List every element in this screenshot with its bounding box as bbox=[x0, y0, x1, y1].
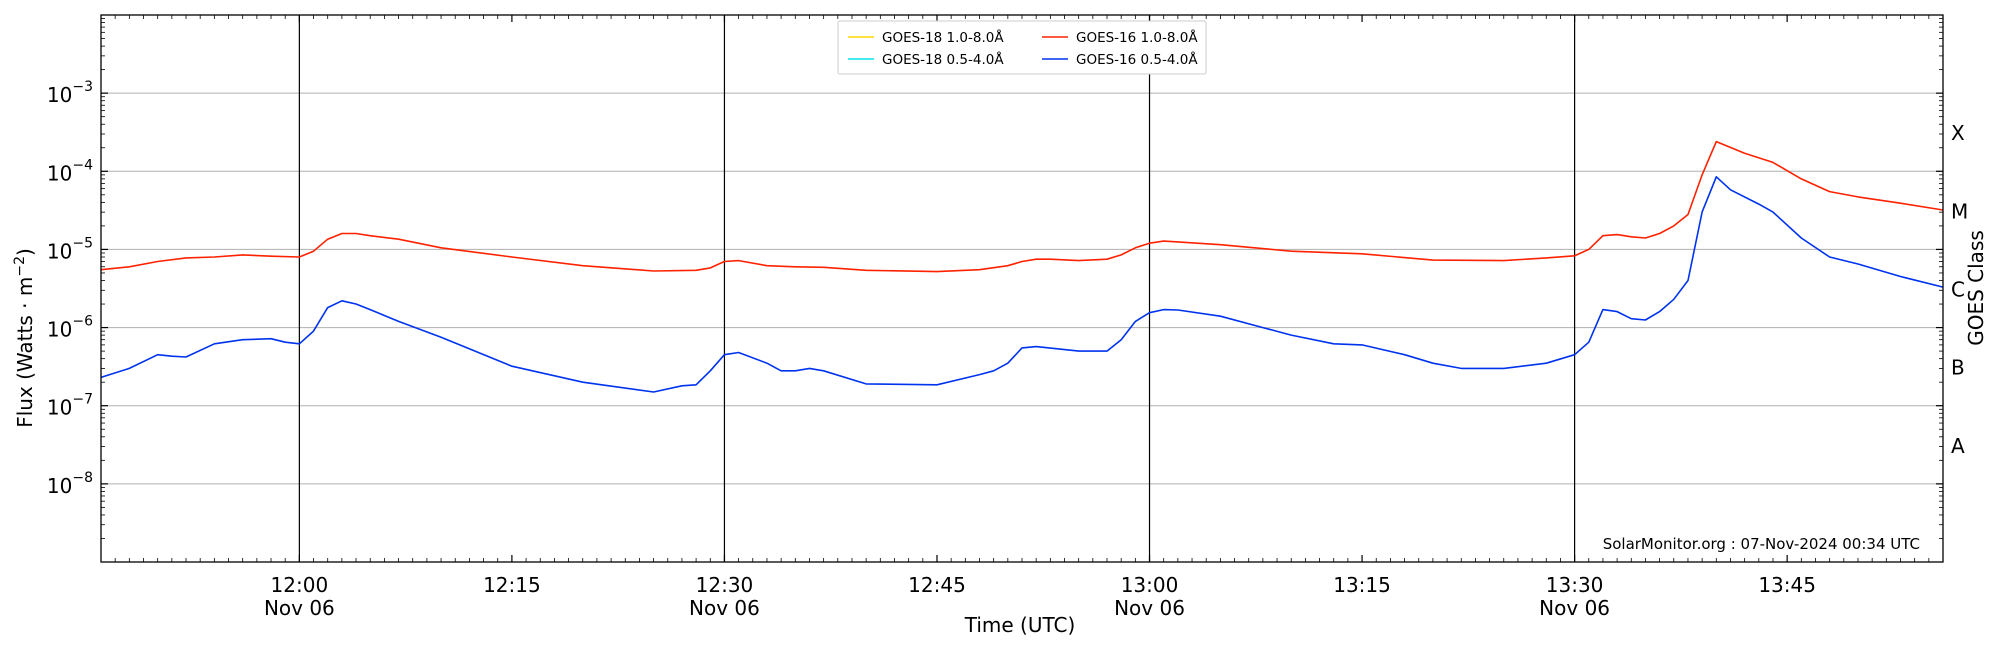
y-tick-label: 10−7 bbox=[47, 392, 93, 420]
x-tick-label: 13:00 bbox=[1121, 573, 1179, 597]
y-tick-exponent: −3 bbox=[72, 79, 93, 95]
y-axis-label: Flux (Watts · m−2) bbox=[12, 248, 37, 428]
y-tick-base: 10 bbox=[47, 474, 72, 498]
x-tick-label: 12:30 bbox=[696, 573, 754, 597]
goes-class-axis-label: GOES Class bbox=[1964, 230, 1988, 346]
y-tick-base: 10 bbox=[47, 239, 72, 263]
plot-frame bbox=[100, 14, 1944, 563]
y-tick-base: 10 bbox=[47, 318, 72, 342]
y-axis-label-exponent: −2 bbox=[12, 256, 28, 277]
y-axis-label-close: ) bbox=[13, 248, 37, 256]
goes-class-label: X bbox=[1951, 121, 1965, 145]
x-tick-label: 13:15 bbox=[1333, 573, 1391, 597]
goes-class-label: M bbox=[1951, 199, 1968, 223]
y-tick-label: 10−4 bbox=[47, 157, 93, 185]
y-tick-label: 10−8 bbox=[47, 470, 93, 498]
legend-label: GOES-18 0.5-4.0Å bbox=[882, 51, 1004, 68]
x-tick-label: 13:30 bbox=[1546, 573, 1604, 597]
y-axis-label-main: Flux (Watts · m bbox=[13, 277, 37, 428]
series-layer bbox=[100, 140, 1944, 393]
credit-text: SolarMonitor.org : 07-Nov-2024 00:34 UTC bbox=[1603, 535, 1920, 553]
y-tick-exponent: −6 bbox=[72, 314, 93, 330]
legend-label: GOES-16 1.0-8.0Å bbox=[1076, 29, 1198, 46]
y-tick-exponent: −7 bbox=[72, 392, 93, 408]
series-line bbox=[100, 140, 1944, 273]
x-tick-date-label: Nov 06 bbox=[1539, 596, 1610, 620]
legend-box bbox=[837, 20, 1207, 75]
series-line bbox=[100, 176, 1944, 393]
legend-label: GOES-18 1.0-8.0Å bbox=[882, 29, 1004, 46]
y-tick-exponent: −5 bbox=[72, 235, 93, 251]
y-tick-label: 10−5 bbox=[47, 235, 93, 263]
legend-label: GOES-16 0.5-4.0Å bbox=[1076, 51, 1198, 68]
y-tick-base: 10 bbox=[47, 396, 72, 420]
y-tick-base: 10 bbox=[47, 83, 72, 107]
y-tick-label: 10−6 bbox=[47, 314, 93, 342]
x-axis-label: Time (UTC) bbox=[964, 613, 1076, 637]
y-tick-exponent: −4 bbox=[72, 157, 93, 173]
y-tick-exponent: −8 bbox=[72, 470, 93, 486]
x-tick-date-label: Nov 06 bbox=[1114, 596, 1185, 620]
y-tick-base: 10 bbox=[47, 161, 72, 185]
legend-items: GOES-18 1.0-8.0Å GOES-18 0.5-4.0Å GOES-16 … bbox=[848, 29, 1198, 68]
goes-class-label: A bbox=[1951, 434, 1965, 458]
x-tick-label: 12:15 bbox=[483, 573, 541, 597]
goes-class-label: C bbox=[1951, 278, 1965, 302]
y-tick-label: 10−3 bbox=[47, 79, 93, 107]
label-layer: Time (UTC) Flux (Watts · m−2) GOES Class… bbox=[12, 230, 1988, 637]
goes-class-label: B bbox=[1951, 356, 1965, 380]
day-marker-layer bbox=[298, 15, 1576, 562]
x-tick-label: 12:45 bbox=[908, 573, 966, 597]
x-tick-date-label: Nov 06 bbox=[689, 596, 760, 620]
x-tick-label: 13:45 bbox=[1758, 573, 1816, 597]
x-tick-label: 12:00 bbox=[271, 573, 329, 597]
legend: GOES-18 1.0-8.0Å GOES-18 0.5-4.0Å GOES-16 … bbox=[837, 20, 1207, 75]
grid-layer bbox=[101, 92, 1943, 485]
x-tick-date-label: Nov 06 bbox=[264, 596, 335, 620]
